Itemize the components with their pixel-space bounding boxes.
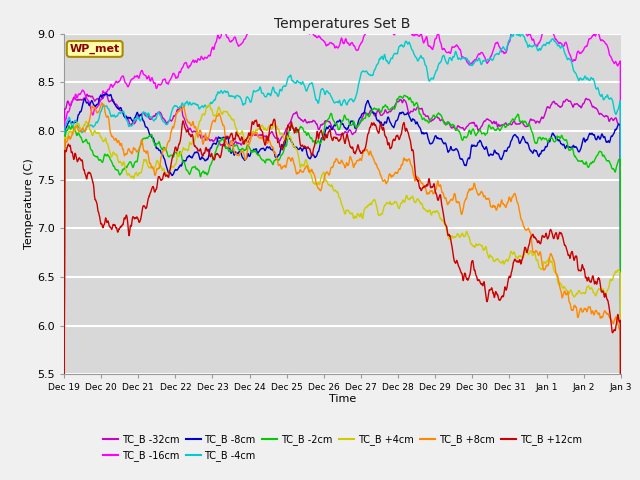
Legend: TC_B -32cm, TC_B -16cm, TC_B -8cm, TC_B -4cm, TC_B -2cm, TC_B +4cm, TC_B +8cm, T: TC_B -32cm, TC_B -16cm, TC_B -8cm, TC_B … (99, 431, 586, 465)
Title: Temperatures Set B: Temperatures Set B (274, 17, 411, 31)
Text: WP_met: WP_met (70, 44, 120, 54)
X-axis label: Time: Time (329, 394, 356, 404)
Y-axis label: Temperature (C): Temperature (C) (24, 158, 35, 250)
